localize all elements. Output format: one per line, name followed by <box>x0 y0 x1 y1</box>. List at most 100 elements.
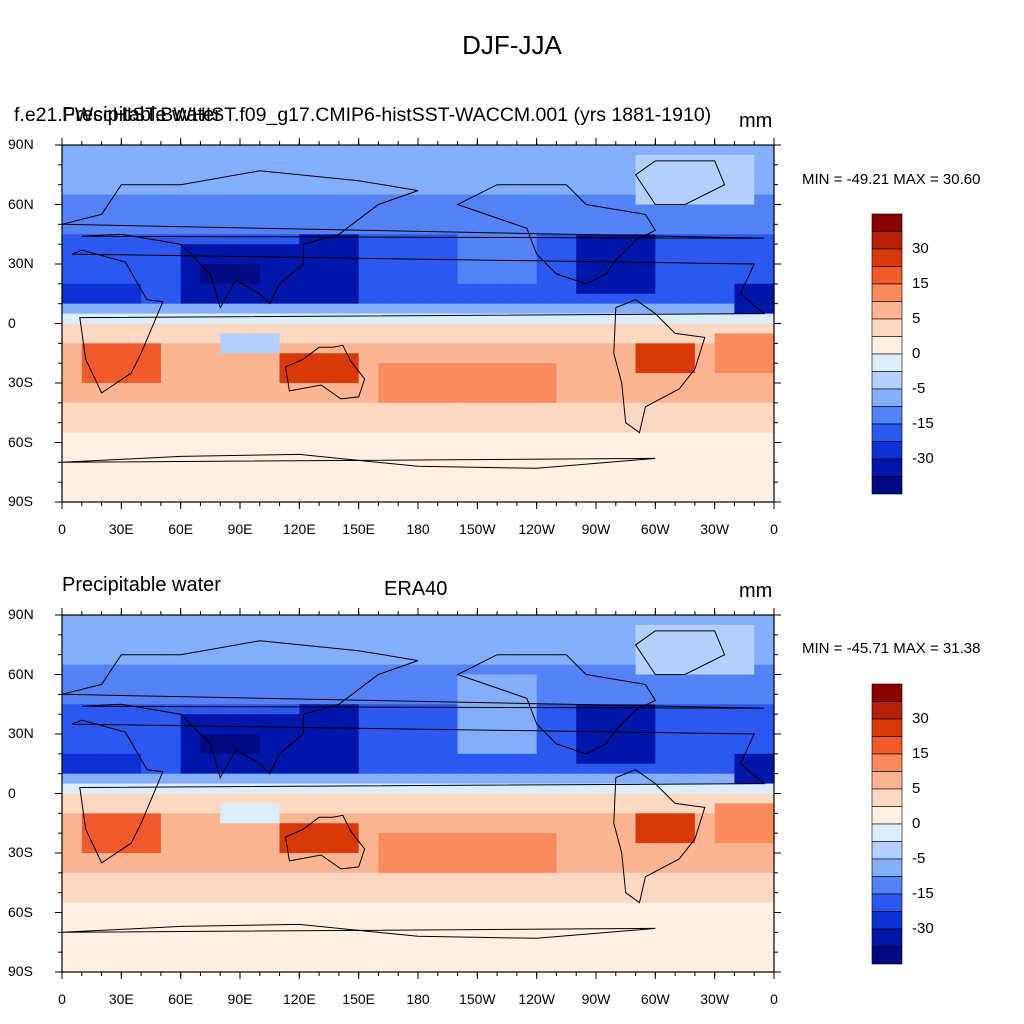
contour-cell <box>240 303 261 315</box>
contour-cell <box>556 912 577 924</box>
contour-cell <box>437 462 459 473</box>
contour-cell <box>437 204 459 216</box>
contour-cell <box>299 684 320 695</box>
contour-cell <box>319 862 340 874</box>
contour-cell <box>240 432 261 444</box>
contour-cell <box>734 462 755 473</box>
contour-cell <box>180 383 202 394</box>
contour-cell <box>675 293 696 305</box>
contour-cell <box>754 234 775 245</box>
contour-cell <box>516 624 538 636</box>
contour-cell <box>259 273 281 285</box>
contour-cell <box>714 174 736 186</box>
contour-cell <box>160 373 182 384</box>
contour-cell <box>81 174 103 186</box>
contour-cell <box>180 634 202 646</box>
contour-cell <box>477 773 498 785</box>
contour-cell <box>279 145 300 156</box>
contour-cell <box>516 902 538 914</box>
contour-cell <box>477 224 498 235</box>
contour-cell <box>615 783 637 795</box>
contour-cell <box>437 872 459 884</box>
contour-cell <box>497 452 518 463</box>
contour-cell <box>596 452 617 463</box>
contour-cell <box>457 244 478 255</box>
contour-cell <box>675 234 696 245</box>
contour-cell <box>734 164 755 176</box>
contour-cell <box>279 244 300 255</box>
contour-cell <box>200 313 221 325</box>
contour-cell <box>675 224 696 235</box>
contour-cell <box>576 214 597 225</box>
contour-cell <box>635 482 656 493</box>
colorbar-box <box>871 283 903 302</box>
contour-cell <box>497 432 518 444</box>
contour-cell <box>160 902 182 914</box>
contour-cell <box>101 204 122 216</box>
contour-cell <box>754 942 775 953</box>
contour-cell <box>220 654 241 666</box>
contour-cell <box>694 684 716 695</box>
contour-cell <box>477 422 498 434</box>
contour-cell <box>81 753 103 765</box>
contour-cell <box>457 922 478 933</box>
contour-cell <box>576 932 597 943</box>
contour-cell <box>378 654 399 666</box>
contour-cell <box>101 422 122 434</box>
contour-cell <box>556 323 577 335</box>
lat-tick-label: 0 <box>8 314 16 331</box>
contour-cell <box>358 234 380 245</box>
contour-cell <box>338 882 360 894</box>
contour-cell <box>754 373 775 384</box>
contour-cell <box>259 793 281 805</box>
contour-cell <box>259 634 281 646</box>
contour-cell <box>259 482 281 493</box>
contour-cell <box>259 942 281 953</box>
contour-cell <box>556 264 577 275</box>
contour-cell <box>378 704 399 715</box>
contour-cell <box>121 145 142 156</box>
contour-cell <box>576 194 597 206</box>
contour-cell <box>101 402 122 414</box>
contour-cell <box>279 882 300 894</box>
contour-cell <box>734 615 755 626</box>
contour-cell <box>220 912 241 924</box>
contour-cell <box>259 624 281 636</box>
contour-cell <box>220 472 241 483</box>
contour-cell <box>378 244 399 255</box>
contour-cell <box>141 634 162 646</box>
contour-cell <box>596 224 617 235</box>
contour-cell <box>338 472 360 483</box>
contour-cell <box>734 793 755 805</box>
contour-cell <box>299 654 320 666</box>
contour-cell <box>457 432 478 444</box>
contour-cell <box>240 793 261 805</box>
contour-cell <box>714 432 736 444</box>
contour-cell <box>556 783 577 795</box>
contour-cell <box>655 224 676 235</box>
contour-cell <box>418 402 439 414</box>
contour-cell <box>576 145 597 156</box>
colorbar-box <box>871 301 903 320</box>
contour-cell <box>754 813 775 824</box>
contour-cell <box>655 743 676 755</box>
contour-cell <box>714 264 736 275</box>
contour-cell <box>556 714 577 725</box>
contour-cell <box>418 674 439 686</box>
contour-cell <box>160 714 182 725</box>
contour-cell <box>497 694 518 705</box>
contour-cell <box>457 694 478 705</box>
contour-cell <box>180 872 202 884</box>
contour-cell <box>576 743 597 755</box>
contour-cell <box>576 492 597 503</box>
contour-cell <box>259 442 281 454</box>
contour-cell <box>516 363 538 374</box>
contour-cell <box>220 224 241 235</box>
contour-cell <box>358 392 380 404</box>
contour-cell <box>160 432 182 444</box>
contour-cell <box>477 872 498 884</box>
contour-cell <box>319 932 340 943</box>
contour-cell <box>121 962 142 973</box>
contour-cell <box>160 462 182 473</box>
contour-cell <box>615 194 637 206</box>
